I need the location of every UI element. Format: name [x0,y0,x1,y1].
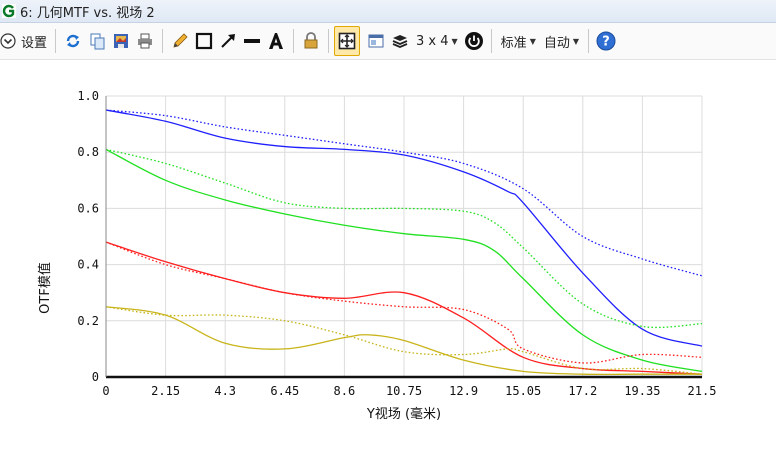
chart-series-group [105,109,703,376]
standard-label: 标准 [500,35,527,51]
window-icon [368,34,384,48]
power-icon [464,32,483,50]
text-icon [269,33,284,49]
layers-button[interactable] [388,27,412,55]
pencil-icon [173,33,188,48]
lock-button[interactable] [299,27,323,55]
series-line-3 [105,148,703,373]
svg-text:?: ? [602,35,610,50]
series-line-7 [105,306,702,376]
x-tick-label: 15.05 [505,384,541,398]
settings-label: 设置 [21,35,48,51]
x-tick-label: 19.35 [624,384,660,398]
chevron-down-circle-icon [0,33,16,49]
toolbar-divider [293,29,295,53]
series-line-2 [105,109,703,277]
text-button[interactable] [264,27,288,55]
x-tick-label: 8.6 [334,384,356,398]
x-tick-label: 12.9 [449,384,478,398]
y-tick-label: 0.2 [77,314,99,328]
series-line-1 [105,109,703,347]
y-tick-label: 1.0 [77,89,99,103]
standard-dropdown[interactable]: 标准 ▼ [497,27,540,55]
rectangle-icon [195,32,213,50]
window-title: 6: 几何MTF vs. 视场 2 [20,5,155,21]
y-tick-label: 0 [92,370,99,384]
x-tick-label: 10.75 [386,384,422,398]
chart-grid [105,95,703,378]
y-tick-label: 0.8 [77,145,99,159]
toolbar-divider [490,29,492,53]
x-tick-label: 0 [102,384,109,398]
layout-label: 3 x 4 [416,33,449,49]
rectangle-button[interactable] [192,27,216,55]
series-line-8 [105,306,703,375]
auto-dropdown[interactable]: 自动 ▼ [540,27,583,55]
series-line-5 [105,241,703,375]
printer-icon [138,33,153,49]
x-tick-label: 21.5 [688,384,717,398]
y-tick-labels: 0 0.2 0.4 0.6 0.8 1.0 [77,89,99,384]
copy-button[interactable] [85,27,109,55]
chart-svg: 0 2.15 4.3 6.45 8.6 10.75 12.9 15.05 17.2 19.35 21… [37,89,716,422]
toolbar: 设置 [0,23,776,60]
toolbar-divider [55,29,57,53]
power-button[interactable] [462,27,486,55]
fit-view-button[interactable] [334,26,361,56]
chevron-down-icon: ▼ [529,36,536,46]
copy-icon [90,33,105,50]
print-button[interactable] [133,27,157,55]
auto-label: 自动 [543,35,570,51]
line-icon [244,39,261,43]
refresh-button[interactable] [61,27,85,55]
chevron-down-icon: ▼ [572,36,580,46]
save-image-icon [114,34,129,48]
pencil-button[interactable] [168,27,192,55]
help-icon: ? [596,31,616,51]
arrow-button[interactable] [216,27,240,55]
chart-axes [105,96,702,379]
toolbar-divider [162,29,164,53]
toolbar-divider [588,29,590,53]
title-bar: 6: 几何MTF vs. 视场 2 [0,0,776,23]
x-tick-label: 2.15 [151,384,180,398]
y-tick-label: 0.6 [77,201,99,215]
window-button[interactable] [364,27,388,55]
x-axis-label: Y视场 (毫米) [366,406,441,422]
help-button[interactable]: ? [594,27,618,55]
x-tick-label: 6.45 [270,384,299,398]
save-image-button[interactable] [109,27,133,55]
x-tick-label: 17.2 [568,384,597,398]
layers-icon [392,35,408,48]
settings-button[interactable]: 设置 [0,27,50,55]
x-tick-labels: 0 2.15 4.3 6.45 8.6 10.75 12.9 15.05 17.2 19.35 21… [102,384,716,398]
refresh-icon [66,34,80,48]
arrow-icon [221,34,236,48]
line-button[interactable] [240,27,264,55]
chevron-down-icon: ▼ [451,36,458,46]
mtf-chart: 0 2.15 4.3 6.45 8.6 10.75 12.9 15.05 17.2 19.35 21… [0,60,776,457]
series-line-4 [105,148,703,329]
y-axis-label: OTF模值 [37,262,53,314]
series-line-6 [105,241,703,364]
toolbar-divider [328,29,330,53]
app-logo-icon [2,4,16,18]
lock-icon [304,32,318,49]
y-tick-label: 0.4 [77,258,99,272]
fit-frame-icon [338,32,356,50]
x-tick-label: 4.3 [214,384,236,398]
layout-dropdown[interactable]: 3 x 4 ▼ [412,27,462,55]
